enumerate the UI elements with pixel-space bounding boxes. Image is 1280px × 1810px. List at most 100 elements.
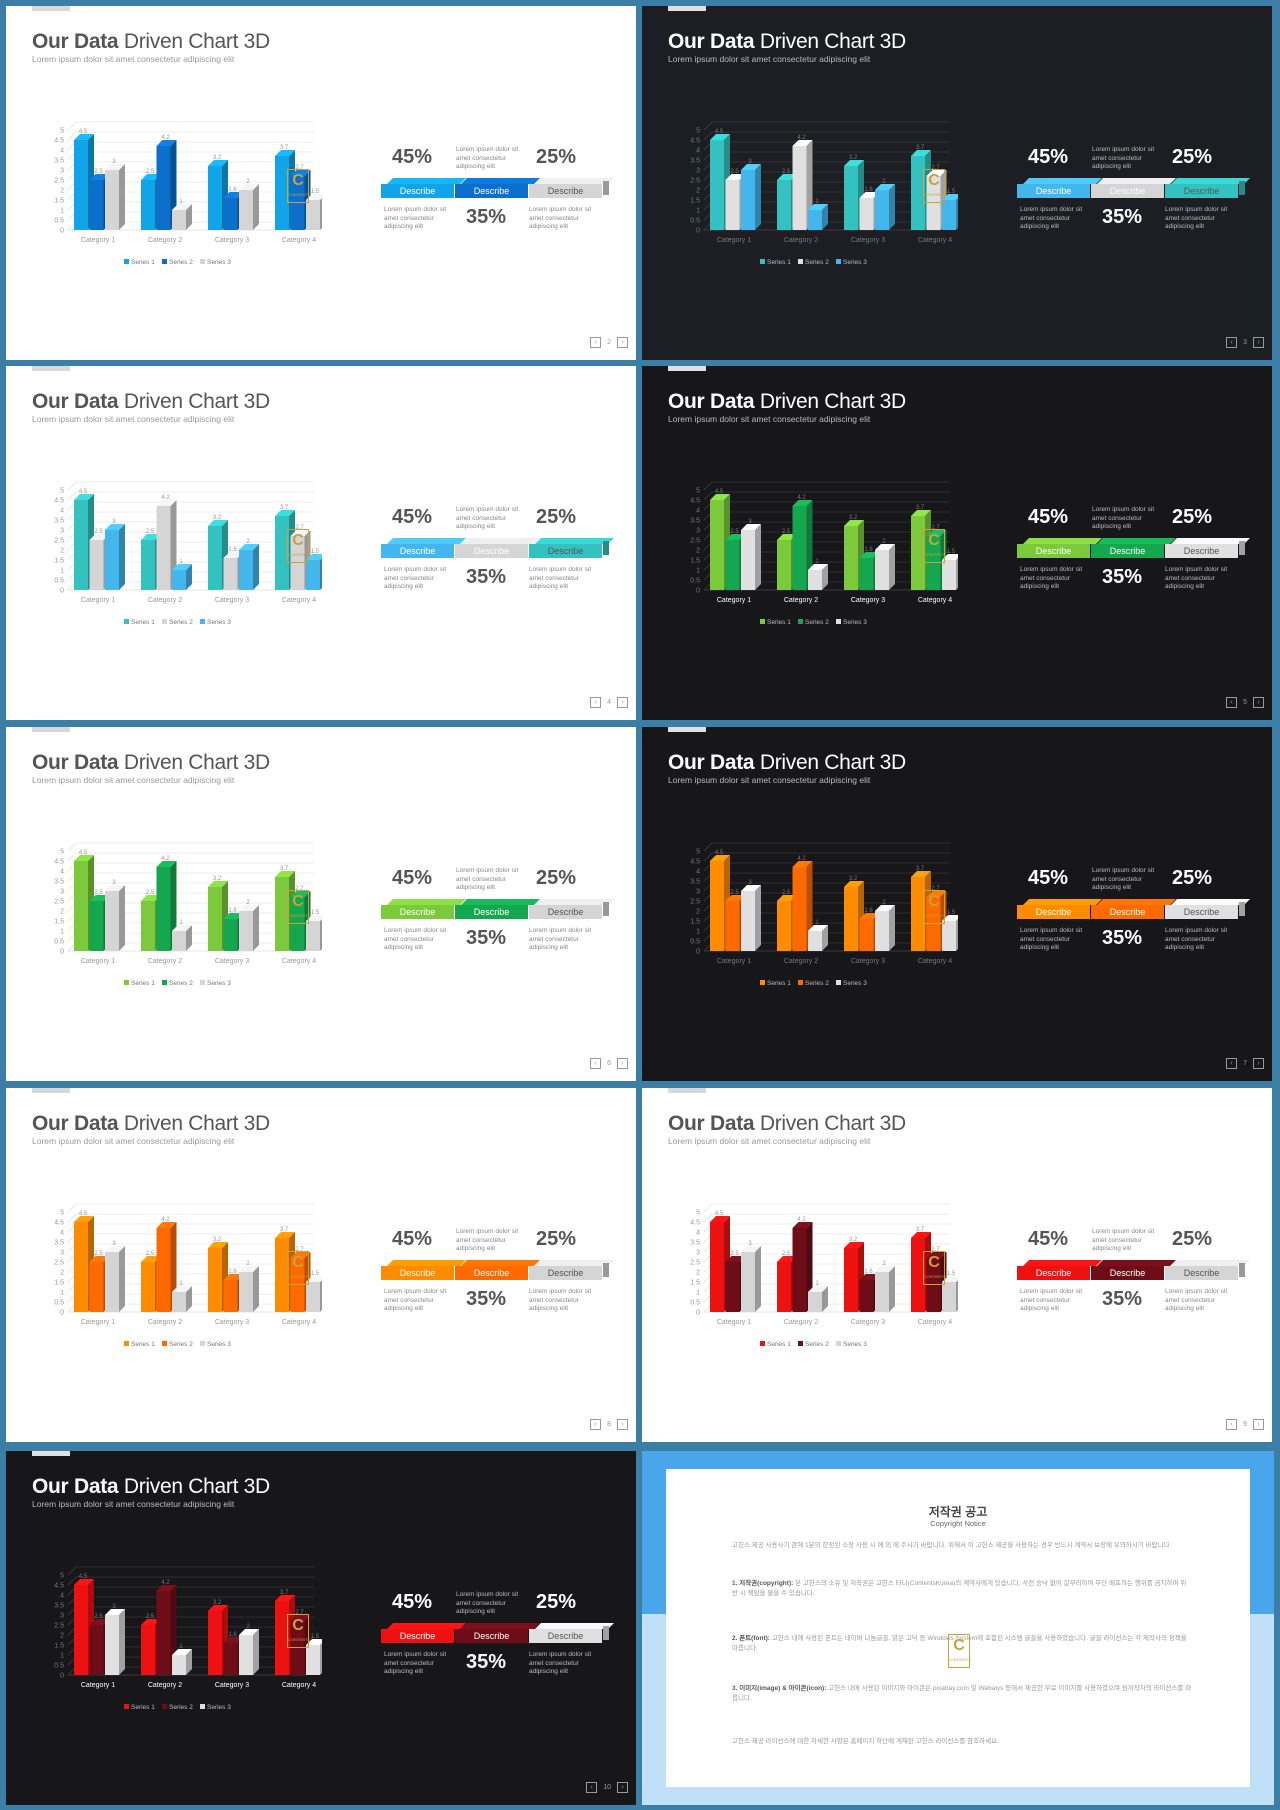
- bar-side: [755, 164, 761, 230]
- next-page-button[interactable]: ›: [1253, 1419, 1264, 1430]
- legend-swatch: [200, 980, 205, 985]
- stat-45: 45%: [1028, 1228, 1069, 1250]
- legend-swatch: [162, 619, 167, 624]
- y-tick-label: 2.5: [54, 1623, 64, 1630]
- prev-page-button[interactable]: ‹: [586, 1782, 598, 1793]
- bar-series-2-2: [792, 146, 807, 230]
- bar-series-2-1: [725, 1262, 740, 1312]
- next-page-button[interactable]: ›: [617, 1419, 628, 1430]
- data-label: 3.7: [916, 505, 925, 511]
- stat-note-right: Lorem ipsum dolor sit amet consectetur a…: [529, 927, 592, 951]
- next-page-button[interactable]: ›: [617, 1782, 628, 1793]
- describe-bar: Describe Describe Describe: [381, 538, 614, 558]
- pager: ‹ 5 ›: [1226, 697, 1264, 708]
- legend-entry: Series 1: [131, 980, 155, 987]
- describe-bar: Describe Describe Describe: [1017, 1260, 1250, 1280]
- bar-series-1-4: [275, 1601, 289, 1675]
- bar-top: [725, 174, 746, 180]
- bar-top: [290, 1615, 311, 1621]
- legend-swatch: [798, 259, 803, 264]
- bar-top: [725, 895, 746, 901]
- stat-25: 25%: [536, 1591, 577, 1613]
- bar-series-1-4: [911, 1238, 925, 1312]
- bar-chart: 0 0.5 1 1.5 2 2.5 3 3.5 4 4.5 5 4.5 2.5 3 Category 1 2.…: [690, 1203, 958, 1348]
- bar-top: [105, 1246, 125, 1252]
- next-page-button[interactable]: ›: [617, 1058, 628, 1069]
- legend-entry: Series 2: [169, 1341, 193, 1348]
- stat-35: 35%: [1102, 206, 1143, 228]
- stat-25: 25%: [1172, 146, 1213, 168]
- bar-series-1-4: [911, 877, 925, 951]
- slide-title: Our Data Driven Chart 3D: [32, 30, 270, 54]
- y-tick-label: 2.5: [690, 1260, 700, 1267]
- data-label: 2.7: [295, 165, 304, 171]
- legend-swatch: [200, 1341, 205, 1346]
- data-label: 2.7: [295, 1610, 304, 1616]
- bar-series-2-1: [89, 901, 104, 951]
- bar-side: [822, 564, 828, 590]
- y-tick-label: 1.5: [690, 198, 700, 205]
- bar-top: [777, 534, 797, 540]
- next-page-button[interactable]: ›: [1253, 337, 1264, 348]
- y-tick-label: 0: [696, 949, 700, 956]
- prev-page-button[interactable]: ‹: [1226, 337, 1238, 348]
- notice-p4-body: 고헌스 내에 사용된 이미지와 아이콘은 pixabay.com 및 Webal…: [732, 1685, 1192, 1702]
- bar-series-2-4: [926, 1258, 941, 1312]
- legend-swatch: [836, 259, 841, 264]
- data-label: 1.6: [228, 1269, 237, 1275]
- next-page-button[interactable]: ›: [1253, 1058, 1264, 1069]
- bar-top: [208, 881, 228, 887]
- bar-series-3-3: [239, 911, 253, 951]
- bar-top: [74, 1216, 94, 1222]
- slide-4: Our Data Driven Chart 3D Lorem ipsum dolo…: [6, 366, 636, 720]
- bar-top: [844, 160, 864, 166]
- data-label: 2.7: [931, 886, 940, 892]
- prev-page-button[interactable]: ‹: [590, 1419, 602, 1430]
- bar-series-2-1: [725, 180, 740, 230]
- data-label: 2: [246, 1261, 250, 1267]
- data-label: 2.5: [146, 1251, 155, 1257]
- prev-page-button[interactable]: ‹: [1226, 697, 1238, 708]
- grid-diag: [67, 1213, 77, 1223]
- legend-entry: Series 1: [131, 619, 155, 626]
- data-label: 3.7: [916, 866, 925, 872]
- bar-top: [710, 855, 730, 861]
- prev-page-button[interactable]: ‹: [590, 697, 602, 708]
- bar-side: [186, 564, 192, 590]
- data-label: 4.2: [161, 1217, 170, 1223]
- category-label: Category 1: [81, 1682, 115, 1689]
- data-label: 4.2: [161, 135, 170, 141]
- bar-top: [741, 1246, 761, 1252]
- prev-page-button[interactable]: ‹: [1226, 1058, 1238, 1069]
- notice-logo-icon: C CONTENTS: [948, 1634, 971, 1668]
- bar-series-1-3: [844, 166, 858, 230]
- legend-entry: Series 1: [767, 259, 791, 266]
- next-page-button[interactable]: ›: [617, 337, 628, 348]
- y-tick-label: 1: [696, 1290, 700, 1297]
- category-label: Category 1: [81, 237, 115, 244]
- y-tick-label: 1: [696, 208, 700, 215]
- bar-top: [275, 150, 295, 156]
- describe-segment-3: Describe: [529, 544, 602, 558]
- describe-bar: Describe Describe Describe: [1017, 899, 1250, 919]
- category-label: Category 2: [784, 1319, 818, 1326]
- y-tick-label: 4: [696, 869, 700, 876]
- bar-series-2-3: [859, 198, 874, 230]
- title-bold: Our Data: [668, 30, 755, 53]
- y-tick-label: 4.5: [54, 1583, 64, 1590]
- prev-page-button[interactable]: ‹: [590, 1058, 602, 1069]
- notice-p3-head: 2. 폰트(font):: [732, 1635, 770, 1642]
- data-label: 3: [112, 1604, 116, 1610]
- bar-side: [822, 204, 828, 230]
- prev-page-button[interactable]: ‹: [590, 337, 602, 348]
- prev-page-button[interactable]: ‹: [1226, 1419, 1238, 1430]
- pager: ‹ 7 ›: [1226, 1058, 1264, 1069]
- grid-diag: [67, 121, 77, 131]
- data-label: 3.2: [213, 515, 222, 521]
- bar-series-3-1: [741, 1252, 755, 1312]
- y-tick-label: 1.5: [54, 1280, 64, 1287]
- grid-diag: [67, 1566, 77, 1576]
- next-page-button[interactable]: ›: [1253, 697, 1264, 708]
- bar-series-1-3: [208, 166, 222, 230]
- next-page-button[interactable]: ›: [617, 697, 628, 708]
